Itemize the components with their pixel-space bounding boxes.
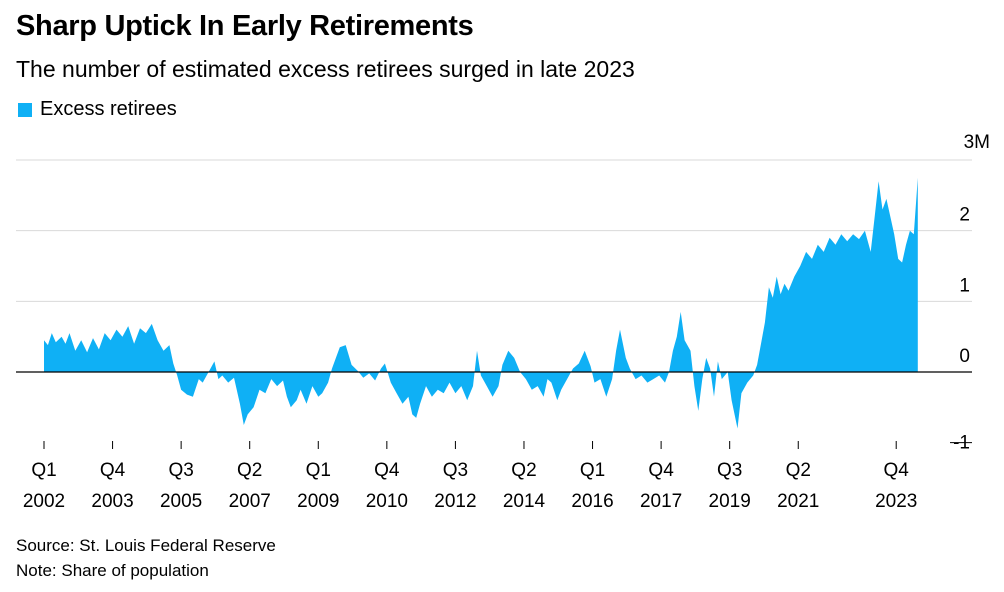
x-tick-year: 2023 xyxy=(875,491,917,512)
y-tick-label: -1 xyxy=(953,433,970,454)
x-tick-year: 2012 xyxy=(434,491,476,512)
chart-area: 3M 2 1 0 -1 Q1 2002 Q4 2003 Q3 2005 Q2 2007 Q1 2009 Q4… xyxy=(16,132,990,512)
x-tick-year: 2017 xyxy=(640,491,682,512)
y-axis-labels: 3M 2 1 0 -1 xyxy=(953,132,990,454)
legend-label: Excess retirees xyxy=(40,98,177,120)
x-tick-quarter: Q2 xyxy=(511,460,536,481)
legend-swatch xyxy=(18,102,32,117)
x-tick-year: 2009 xyxy=(297,491,339,512)
x-tick-quarter: Q1 xyxy=(580,460,605,481)
x-tick-quarter: Q3 xyxy=(443,460,468,481)
x-tick-quarter: Q2 xyxy=(237,460,262,481)
x-axis-ticks: Q1 2002 Q4 2003 Q3 2005 Q2 2007 Q1 2009 Q4 2010 Q3 20… xyxy=(23,441,917,512)
x-tick-year: 2010 xyxy=(366,491,408,512)
x-tick-quarter: Q1 xyxy=(31,460,56,481)
y-tick-label: 0 xyxy=(959,346,970,367)
x-tick-quarter: Q3 xyxy=(168,460,193,481)
chart-title: Sharp Uptick In Early Retirements xyxy=(16,10,474,42)
x-tick-year: 2002 xyxy=(23,491,65,512)
x-tick-year: 2007 xyxy=(229,491,271,512)
x-tick-quarter: Q1 xyxy=(306,460,331,481)
population-note: Note: Share of population xyxy=(16,561,209,580)
x-tick-quarter: Q4 xyxy=(884,460,910,481)
y-tick-label: 1 xyxy=(959,275,970,296)
chart-subtitle: The number of estimated excess retirees … xyxy=(16,56,635,82)
x-tick-quarter: Q2 xyxy=(786,460,811,481)
x-tick-year: 2014 xyxy=(503,491,546,512)
x-tick-year: 2021 xyxy=(777,491,819,512)
x-tick-quarter: Q4 xyxy=(648,460,674,481)
x-tick-year: 2019 xyxy=(709,491,751,512)
x-tick-quarter: Q3 xyxy=(717,460,742,481)
y-tick-label: 2 xyxy=(959,205,970,226)
source-note: Source: St. Louis Federal Reserve xyxy=(16,536,276,555)
legend: Excess retirees xyxy=(18,98,177,121)
y-tick-label: 3M xyxy=(964,132,990,153)
x-tick-year: 2016 xyxy=(571,491,613,512)
excess-retirees-area xyxy=(44,177,918,429)
x-tick-quarter: Q4 xyxy=(374,460,400,481)
x-tick-quarter: Q4 xyxy=(100,460,126,481)
x-tick-year: 2005 xyxy=(160,491,202,512)
x-tick-year: 2003 xyxy=(91,491,133,512)
